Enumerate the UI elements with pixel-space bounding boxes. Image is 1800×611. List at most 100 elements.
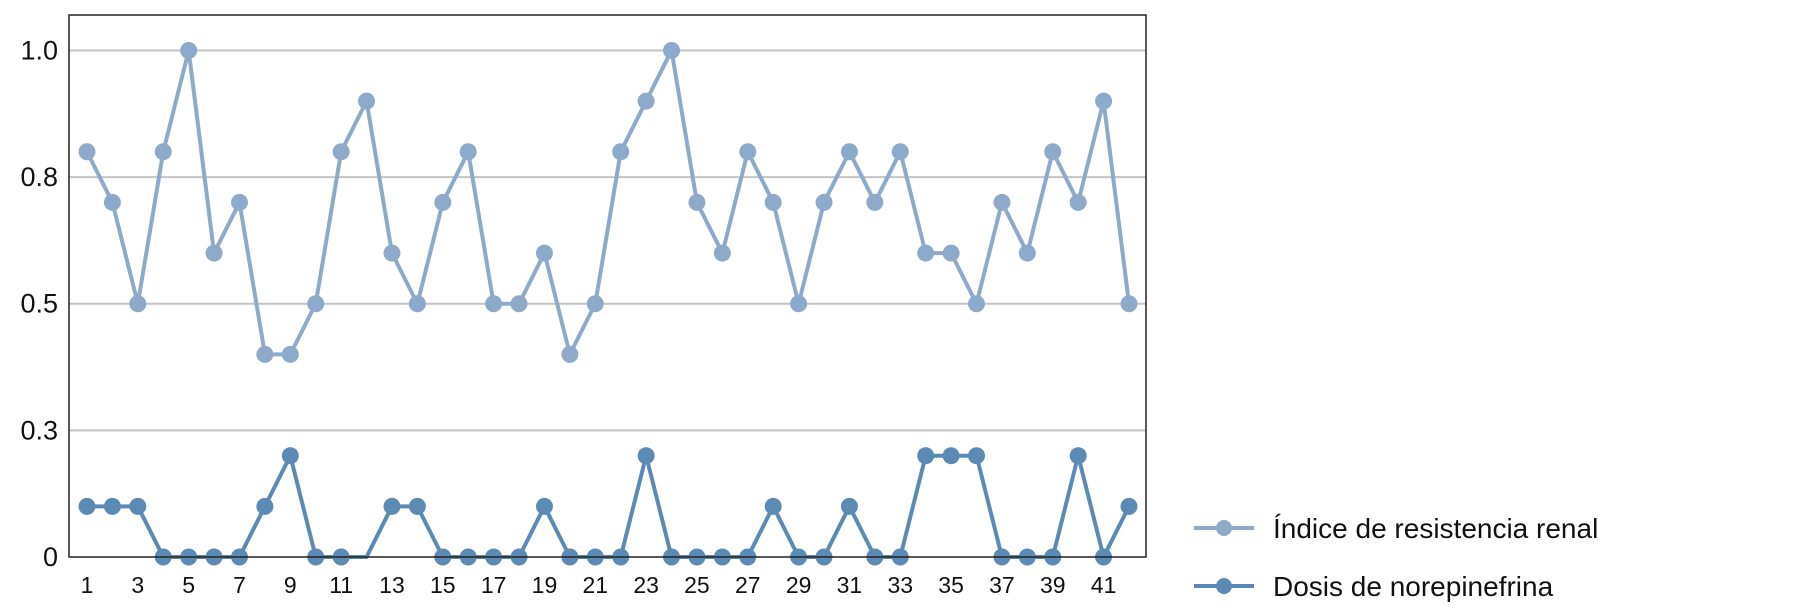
data-point (408, 295, 426, 313)
data-point (307, 295, 325, 313)
data-point (739, 143, 757, 161)
data-point (129, 497, 147, 515)
data-point (840, 497, 858, 515)
data-point (1069, 447, 1087, 465)
data-point (154, 143, 172, 161)
x-tick-label: 7 (233, 572, 246, 598)
data-point (1120, 497, 1138, 515)
data-point (459, 143, 477, 161)
x-tick-label: 29 (786, 572, 812, 598)
x-tick-label: 23 (633, 572, 659, 598)
data-point (281, 345, 299, 363)
data-point (663, 41, 681, 59)
legend-item-renal-index: Índice de resistencia renal (1194, 513, 1598, 544)
data-point (637, 447, 655, 465)
data-point (1044, 143, 1062, 161)
y-axis-ticks: 0 0.3 0.5 0.8 1.0 (20, 35, 58, 572)
data-point (256, 497, 274, 515)
series-0 (78, 41, 1138, 363)
data-point (713, 244, 731, 262)
data-point (968, 295, 986, 313)
data-point (383, 497, 401, 515)
x-tick-label: 19 (532, 572, 558, 598)
x-tick-label: 17 (481, 572, 507, 598)
legend-marker-norepinephrine (1216, 578, 1232, 594)
legend-item-norepinephrine: Dosis de norepinefrina (1194, 571, 1554, 602)
x-tick-label: 37 (989, 572, 1015, 598)
data-point (434, 193, 452, 211)
data-point (103, 497, 121, 515)
data-point (866, 193, 884, 211)
data-point (815, 193, 833, 211)
x-tick-label: 1 (81, 572, 94, 598)
y-tick-label: 0.3 (20, 415, 58, 445)
x-tick-label: 13 (379, 572, 405, 598)
data-point (281, 447, 299, 465)
x-tick-label: 39 (1040, 572, 1066, 598)
data-point (408, 497, 426, 515)
data-point (180, 41, 198, 59)
data-point (1095, 92, 1113, 110)
data-point (764, 497, 782, 515)
data-point (942, 447, 960, 465)
x-tick-label: 25 (684, 572, 710, 598)
data-point (129, 295, 147, 313)
data-point (383, 244, 401, 262)
data-point (891, 143, 909, 161)
data-point (561, 345, 579, 363)
data-point (78, 497, 96, 515)
x-tick-label: 33 (887, 572, 913, 598)
x-tick-label: 15 (430, 572, 456, 598)
legend: Índice de resistencia renal Dosis de nor… (1194, 513, 1598, 602)
data-point (790, 295, 808, 313)
data-point (586, 295, 604, 313)
series-line (85, 48, 1131, 357)
data-point (535, 497, 553, 515)
data-point (1069, 193, 1087, 211)
x-tick-label: 41 (1091, 572, 1117, 598)
data-point (103, 193, 121, 211)
data-point (256, 345, 274, 363)
data-point (840, 143, 858, 161)
data-point (485, 295, 503, 313)
x-tick-label: 35 (938, 572, 964, 598)
data-point (993, 193, 1011, 211)
x-tick-label: 3 (131, 572, 144, 598)
data-point (764, 193, 782, 211)
legend-label-norepinephrine: Dosis de norepinefrina (1273, 571, 1554, 602)
data-point (637, 92, 655, 110)
y-tick-label: 0 (43, 542, 58, 572)
data-point (205, 244, 223, 262)
x-tick-label: 31 (837, 572, 863, 598)
x-tick-label: 27 (735, 572, 761, 598)
data-point (78, 143, 96, 161)
y-tick-label: 0.8 (20, 162, 58, 192)
series-1 (78, 447, 1138, 566)
x-tick-label: 5 (182, 572, 195, 598)
data-point (230, 193, 248, 211)
legend-label-renal-index: Índice de resistencia renal (1273, 513, 1598, 544)
data-point (612, 143, 630, 161)
x-tick-label: 11 (329, 572, 353, 598)
y-tick-label: 1.0 (20, 35, 58, 65)
x-tick-label: 9 (284, 572, 297, 598)
data-point (917, 244, 935, 262)
gridlines (69, 49, 1146, 432)
x-axis-ticks: 1 3 5 7 9 11 13 15 17 19 21 23 25 27 29 31 33 35 37 39 41 (81, 572, 1117, 598)
legend-marker-renal-index (1216, 520, 1232, 536)
data-point (1120, 295, 1138, 313)
data-point (688, 193, 706, 211)
data-point (332, 143, 350, 161)
data-point (968, 447, 986, 465)
x-tick-label: 21 (582, 572, 608, 598)
data-point (942, 244, 960, 262)
data-point (1018, 244, 1036, 262)
plot-frame (68, 14, 1147, 558)
data-point (535, 244, 553, 262)
data-point (358, 92, 376, 110)
data-point (510, 295, 528, 313)
y-tick-label: 0.5 (20, 289, 58, 319)
series-line (87, 453, 1131, 559)
data-point (917, 447, 935, 465)
